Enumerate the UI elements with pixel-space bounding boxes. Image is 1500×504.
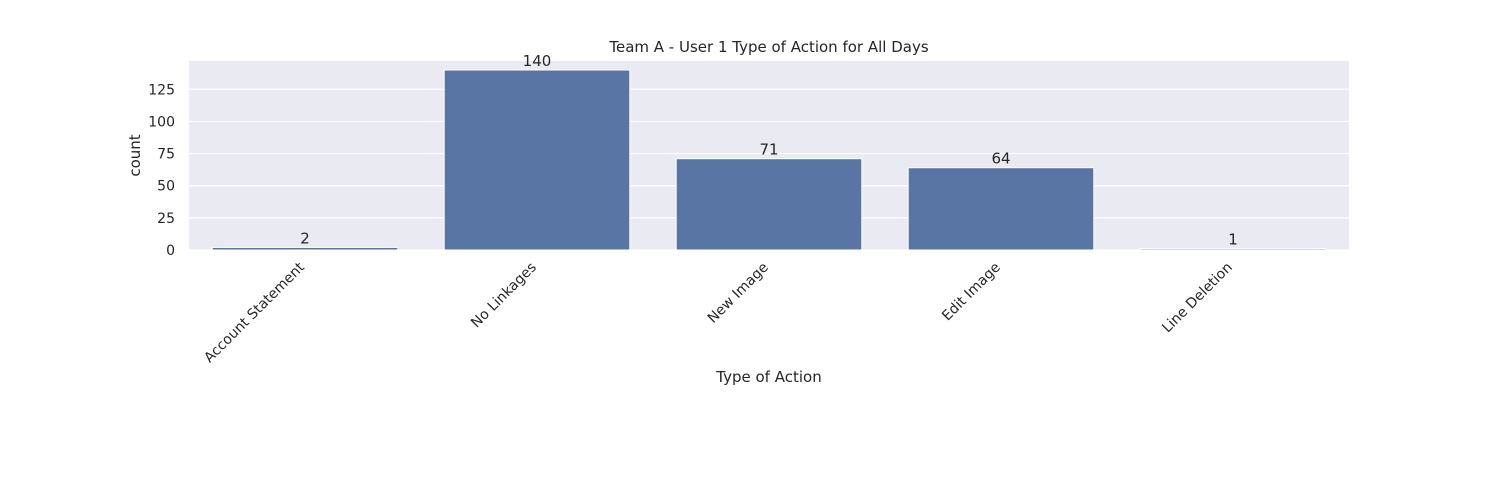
y-tick-label: 25 — [157, 211, 175, 227]
bar — [211, 246, 399, 251]
bar-value-label: 64 — [991, 150, 1010, 168]
y-tick-label: 100 — [148, 114, 175, 130]
bars — [211, 69, 1327, 251]
bar-value-label: 1 — [1228, 231, 1238, 249]
y-axis-ticks: 0 25 50 75 100 125 — [148, 82, 175, 259]
bar — [443, 69, 631, 251]
data-labels: 2 140 71 64 1 — [300, 52, 1238, 249]
y-tick-label: 50 — [157, 179, 175, 195]
bar — [907, 167, 1095, 251]
y-tick-label: 125 — [148, 82, 175, 98]
bar — [1139, 248, 1327, 251]
y-axis-label: count — [126, 134, 144, 176]
x-axis-label: Type of Action — [715, 368, 821, 386]
bar-value-label: 140 — [523, 52, 552, 70]
x-axis-ticks: Account Statement No Linkages New Image Edi… — [201, 259, 1236, 366]
y-tick-label: 75 — [157, 147, 175, 163]
x-tick-label: Line Deletion — [1159, 260, 1236, 337]
bar-value-label: 2 — [300, 229, 310, 247]
y-tick-label: 0 — [166, 243, 175, 259]
x-tick-label: New Image — [705, 260, 772, 327]
x-tick-label: Edit Image — [939, 260, 1004, 325]
chart-title: Team A - User 1 Type of Action for All D… — [608, 38, 928, 56]
x-tick-label: No Linkages — [468, 260, 540, 332]
bar — [675, 158, 863, 251]
bar-value-label: 71 — [759, 141, 778, 159]
x-tick-label: Account Statement — [201, 259, 308, 366]
